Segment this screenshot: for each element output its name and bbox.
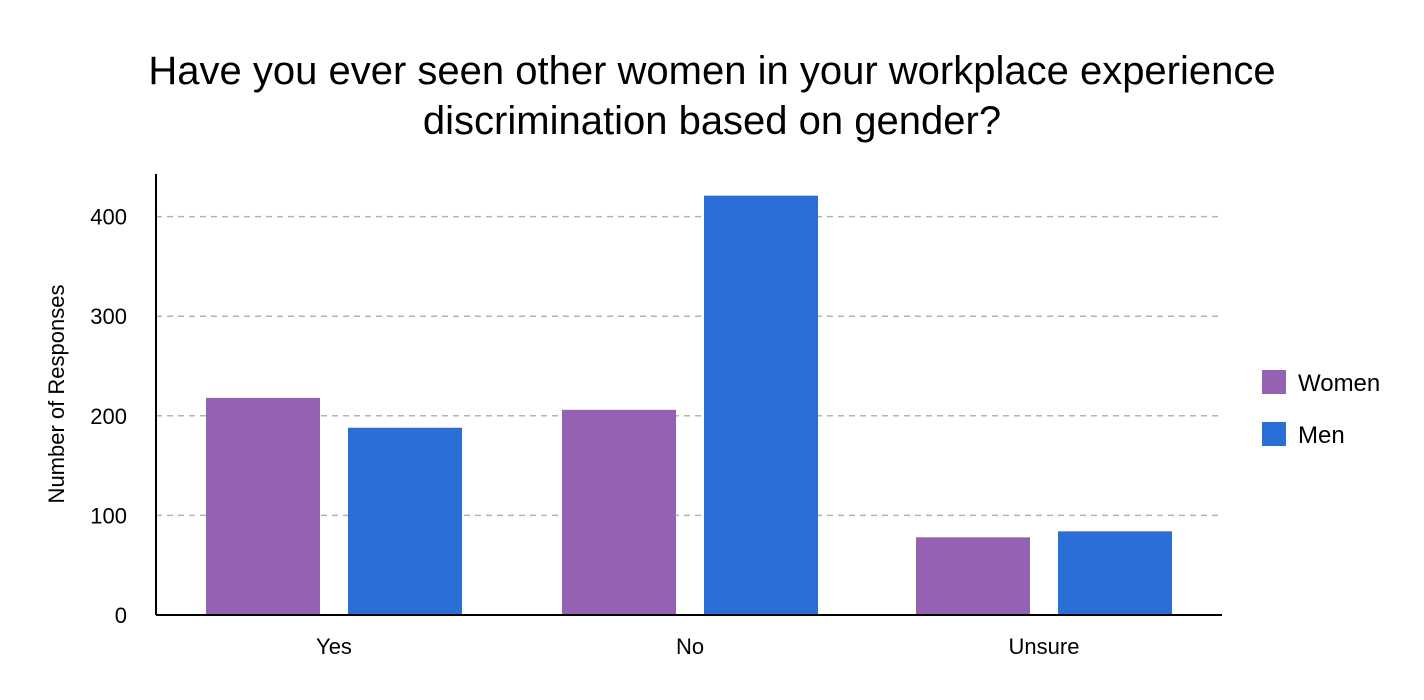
x-tick-label: No [676, 634, 704, 659]
bar-women-no [562, 409, 676, 615]
bar-men-no [704, 195, 818, 615]
y-tick-label: 100 [90, 503, 127, 528]
y-tick-label: 400 [90, 205, 127, 230]
x-tick-label: Unsure [1009, 634, 1080, 659]
legend-label-women: Women [1298, 370, 1380, 397]
legend-swatch-men [1262, 422, 1286, 446]
legend: Women Men [1262, 370, 1380, 449]
chart-title: Have you ever seen other women in your w… [148, 49, 1275, 143]
bar-men-unsure [1058, 531, 1172, 615]
y-tick-label: 200 [90, 404, 127, 429]
legend-label-men: Men [1298, 422, 1345, 449]
bar-women-unsure [916, 537, 1030, 615]
bars [206, 195, 1172, 615]
y-axis-title: Number of Responses [44, 285, 69, 504]
y-tick-label: 0 [115, 603, 127, 628]
y-axis-ticks: 0 100 200 300 400 [90, 205, 127, 628]
gridlines [156, 215, 1222, 517]
bar-women-yes [206, 397, 320, 615]
x-tick-label: Yes [316, 634, 352, 659]
bar-men-yes [348, 427, 462, 615]
y-tick-label: 300 [90, 304, 127, 329]
chart-title-line-2: discrimination based on gender? [423, 99, 1001, 143]
x-axis-ticks: Yes No Unsure [316, 634, 1079, 659]
legend-swatch-women [1262, 370, 1286, 394]
chart-title-line-1: Have you ever seen other women in your w… [148, 49, 1275, 93]
